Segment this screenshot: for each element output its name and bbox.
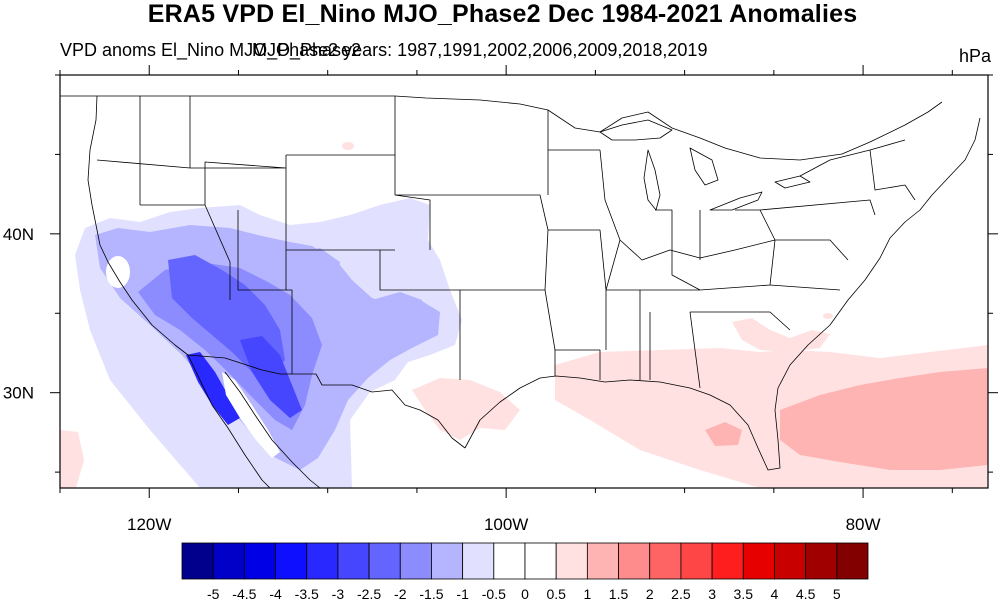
canada-border bbox=[60, 95, 943, 161]
colorbar-label: 1 bbox=[583, 586, 591, 602]
y-tick-label: 40N bbox=[3, 225, 34, 244]
colorbar-swatch bbox=[649, 542, 682, 580]
units-label: hPa bbox=[958, 46, 991, 66]
colorbar-swatch bbox=[586, 542, 619, 580]
figure-subtitle: VPD anoms El_Nino MJO_Phase2 years: 1987… bbox=[60, 40, 708, 60]
colorbar-labels: -5 -4.5 -4 -3.5 -3 -2.5 -2 -1.5 -1 -0.5 0 0.5 1 1.5 2 2… bbox=[207, 586, 841, 602]
colorbar-swatch bbox=[680, 542, 713, 580]
colorbar bbox=[181, 542, 869, 580]
east-coast bbox=[777, 117, 981, 389]
colorbar-label: -1 bbox=[456, 586, 469, 602]
colorbar-label: -4 bbox=[269, 586, 282, 602]
colorbar-label: -0.5 bbox=[482, 586, 506, 602]
plot-frame bbox=[59, 74, 989, 489]
state-lines bbox=[96, 96, 916, 389]
colorbar-swatch bbox=[306, 542, 339, 580]
colorbar-swatch bbox=[524, 542, 557, 580]
negative-anomaly-regions bbox=[75, 198, 462, 488]
colorbar-swatch bbox=[212, 542, 245, 580]
lake-michigan bbox=[643, 149, 661, 211]
colorbar-label: 2 bbox=[646, 586, 654, 602]
figure-subtitle-overlap: MJO_Phase2 bbox=[252, 40, 362, 60]
boundary-lines bbox=[60, 95, 981, 488]
colorbar-label: -1.5 bbox=[419, 586, 443, 602]
axis-tick-labels: 120W 100W 80W 40N 30N bbox=[3, 225, 881, 534]
colorbar-label: 4.5 bbox=[796, 586, 816, 602]
colorbar-label: 4 bbox=[771, 586, 779, 602]
lake-huron bbox=[689, 147, 719, 186]
colorbar-swatch bbox=[711, 542, 744, 580]
x-tick-label: 80W bbox=[846, 515, 881, 534]
gulf-california-white bbox=[222, 372, 280, 458]
x-tick-label: 100W bbox=[484, 515, 528, 534]
lake-erie bbox=[709, 191, 763, 211]
carolina-positive-patch bbox=[823, 313, 833, 319]
colorbar-swatch bbox=[555, 542, 588, 580]
baja-coast bbox=[187, 354, 271, 488]
coastal-white-gap bbox=[106, 256, 130, 288]
texas-positive-region bbox=[412, 378, 520, 440]
colorbar-swatch bbox=[493, 542, 526, 580]
baja-negative-strongest bbox=[186, 352, 240, 425]
colorbar-swatch bbox=[337, 542, 370, 580]
mexico-border bbox=[187, 354, 466, 449]
colorbar-label: -3.5 bbox=[295, 586, 319, 602]
colorbar-label: 5 bbox=[833, 586, 841, 602]
x-tick-label: 120W bbox=[127, 515, 171, 534]
anomaly-field bbox=[60, 142, 988, 488]
lake-superior bbox=[599, 119, 673, 141]
colorbar-swatch bbox=[462, 542, 495, 580]
gulf-positive-core bbox=[705, 422, 742, 446]
colorbar-label: -2 bbox=[394, 586, 407, 602]
colorbar-swatch bbox=[774, 542, 807, 580]
colorbar-label: -4.5 bbox=[232, 586, 256, 602]
newmexico-negative-medium bbox=[372, 292, 430, 348]
colorbar-swatch bbox=[243, 542, 276, 580]
pacific-positive-region bbox=[60, 430, 84, 488]
axis-ticks bbox=[50, 65, 998, 498]
figure-title: ERA5 VPD El_Nino MJO_Phase2 Dec 1984-202… bbox=[147, 0, 858, 28]
colorbar-swatch bbox=[836, 542, 869, 580]
colorbar-swatch bbox=[805, 542, 838, 580]
colorbar-label: 1.5 bbox=[609, 586, 629, 602]
southeast-positive-patch bbox=[732, 318, 830, 352]
lake-ontario bbox=[774, 175, 811, 189]
colorbar-swatch bbox=[431, 542, 464, 580]
colorbar-label: -2.5 bbox=[357, 586, 381, 602]
colorbar-label: 2.5 bbox=[671, 586, 691, 602]
colorbar-label: -3 bbox=[332, 586, 345, 602]
gulf-coast bbox=[464, 375, 781, 471]
positive-anomaly-regions bbox=[60, 142, 988, 488]
colorado-negative-medium bbox=[290, 248, 340, 290]
colorbar-swatch bbox=[742, 542, 775, 580]
colorbar-label: 0.5 bbox=[546, 586, 566, 602]
colorbar-label: 3 bbox=[708, 586, 716, 602]
plains-negative-light bbox=[380, 200, 428, 255]
y-tick-label: 30N bbox=[3, 384, 34, 403]
colorbar-swatch bbox=[368, 542, 401, 580]
northwest-positive-patch bbox=[342, 142, 354, 150]
colorbar-swatch bbox=[399, 542, 432, 580]
west-coast bbox=[87, 95, 189, 356]
sonora-negative-strongest bbox=[240, 336, 302, 418]
colorbar-swatch bbox=[275, 542, 308, 580]
mexico-west-coast bbox=[224, 371, 321, 488]
atlantic-positive-core bbox=[780, 368, 988, 470]
colorbar-label: -5 bbox=[207, 586, 220, 602]
colorbar-label: 0 bbox=[521, 586, 529, 602]
colorbar-swatch bbox=[618, 542, 651, 580]
colorbar-swatch bbox=[181, 542, 214, 580]
colorbar-label: 3.5 bbox=[734, 586, 754, 602]
